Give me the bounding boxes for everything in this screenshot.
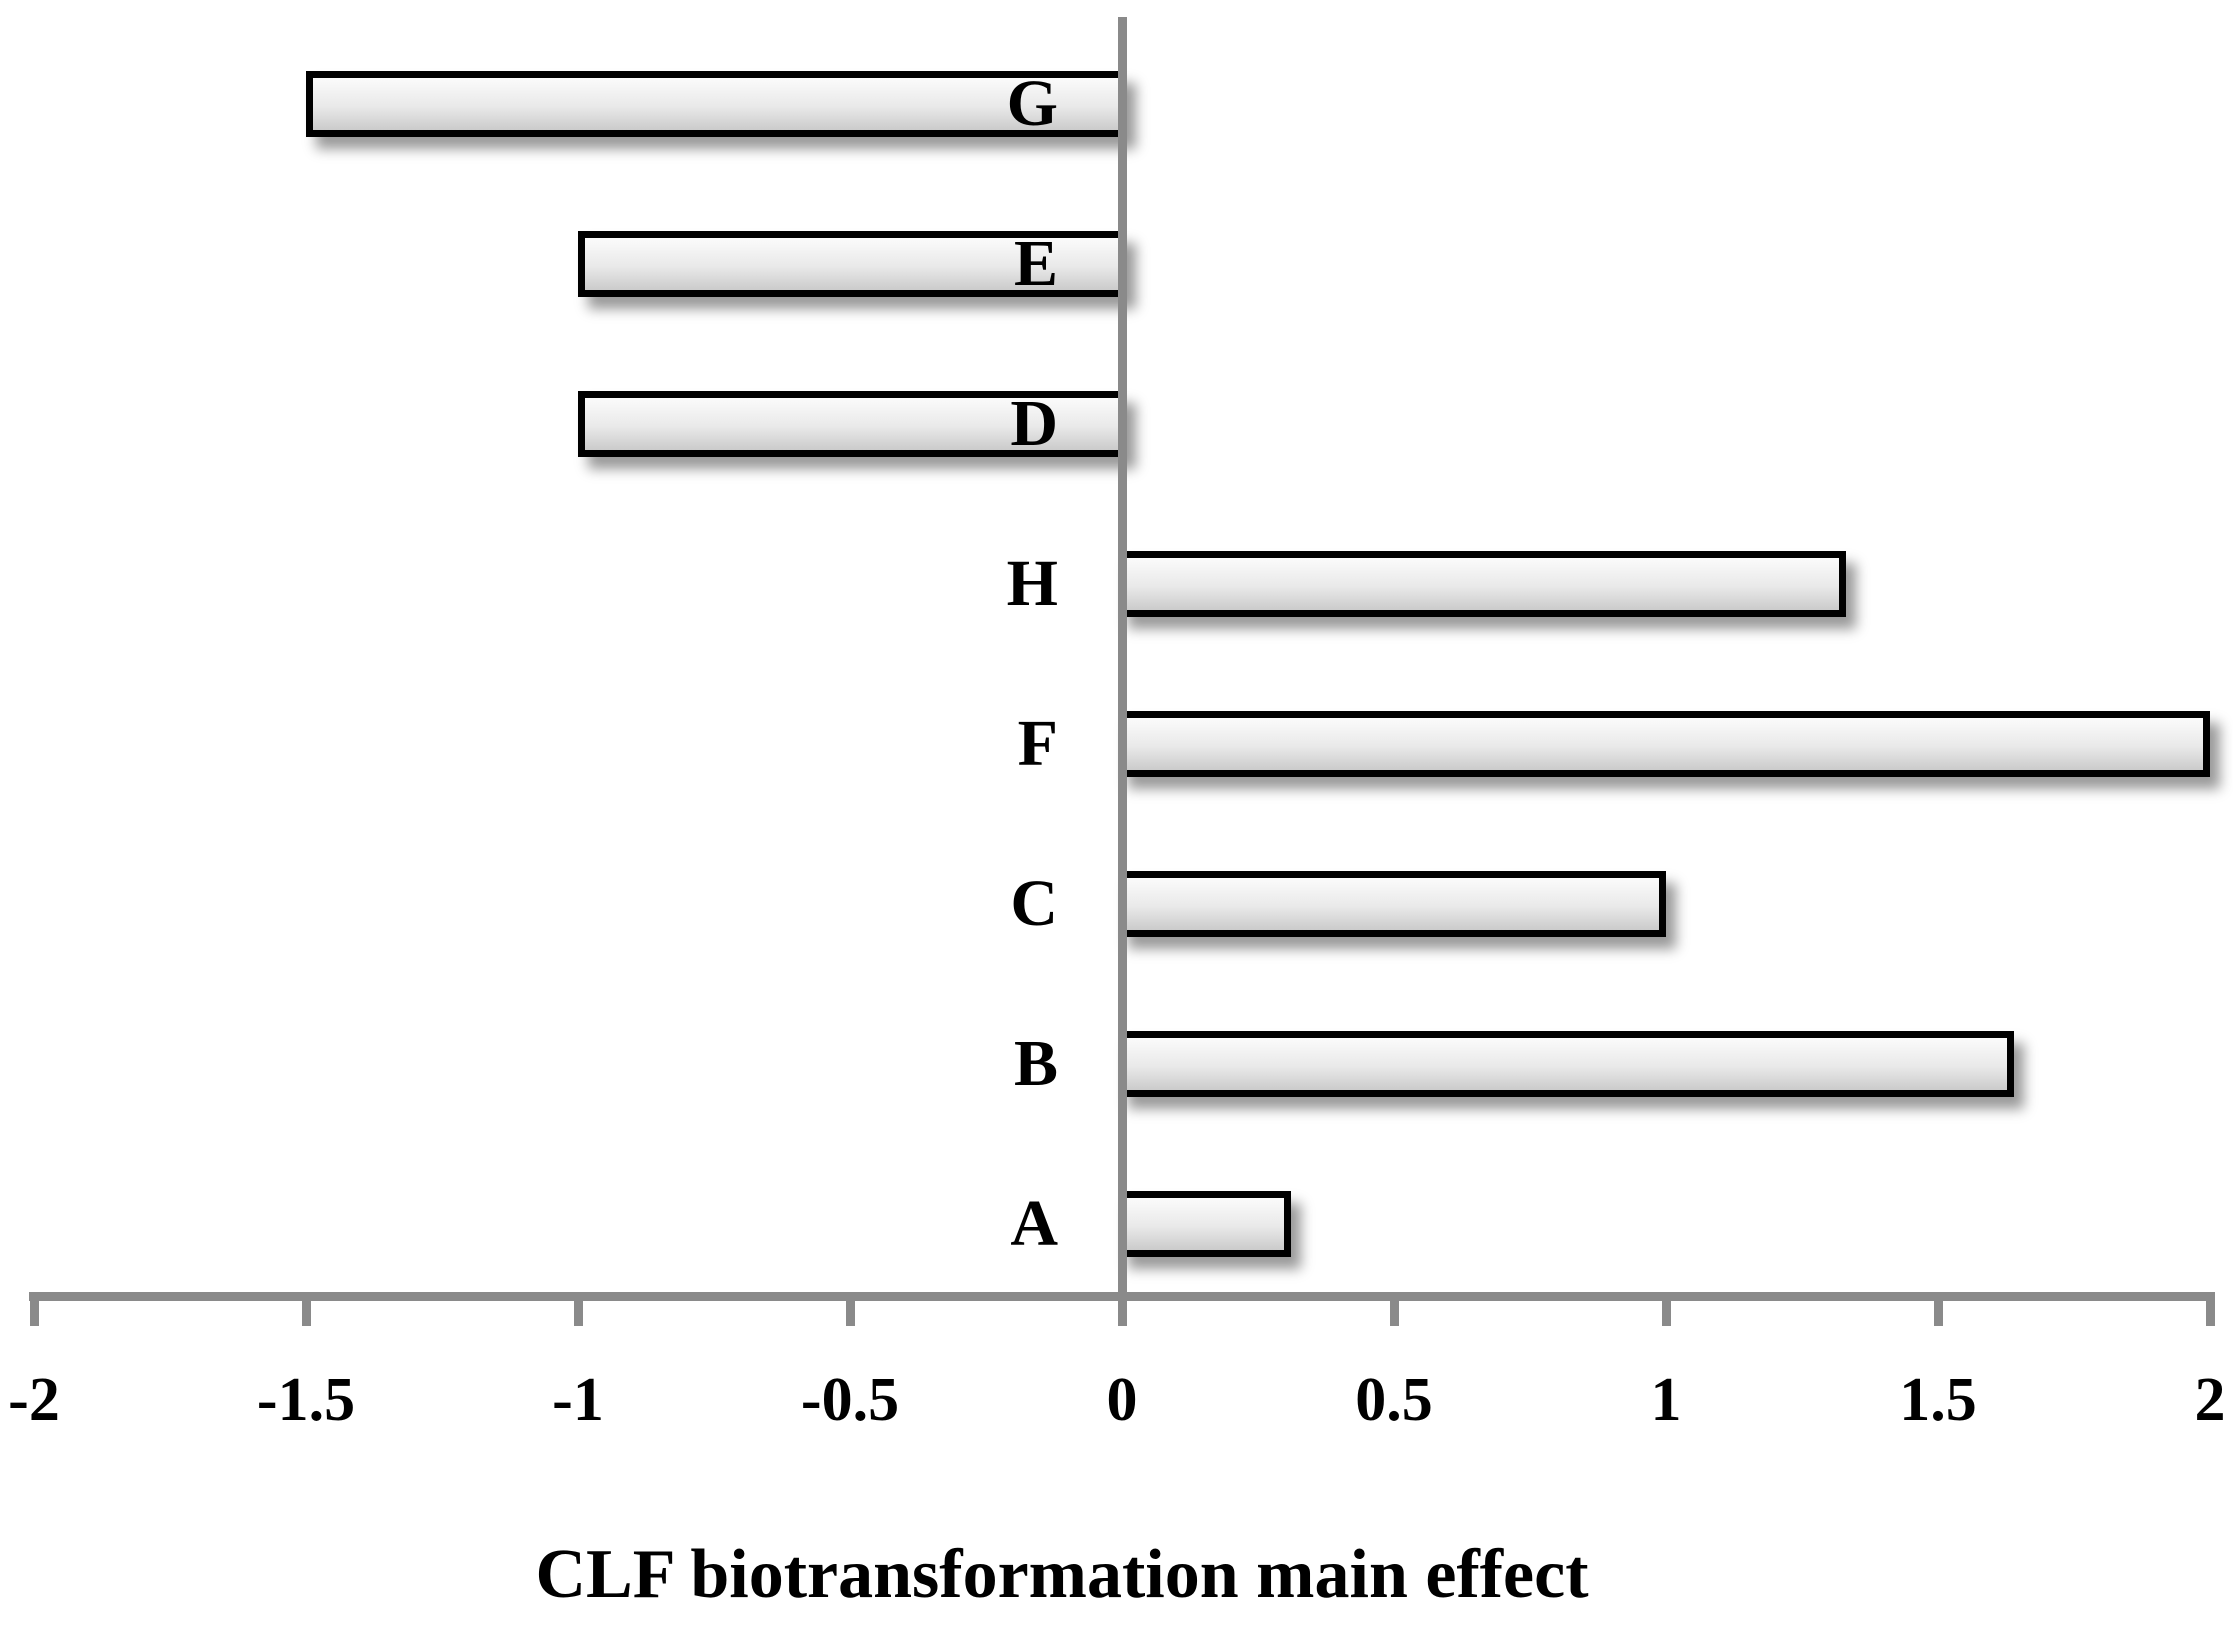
x-tick-mark xyxy=(2205,1292,2215,1326)
x-tick-label: -2 xyxy=(8,1366,60,1434)
x-tick-label: 1 xyxy=(1650,1366,1682,1434)
x-tick-label: -0.5 xyxy=(800,1366,900,1434)
bar-label-E: E xyxy=(1013,227,1058,300)
bar-label-A: A xyxy=(1010,1187,1058,1260)
x-tick-label: -1 xyxy=(552,1366,604,1434)
bar-label-H: H xyxy=(1006,547,1058,620)
bar-A xyxy=(1118,1191,1291,1257)
bar-label-D: D xyxy=(1010,387,1058,460)
x-tick-mark xyxy=(1117,1292,1127,1326)
x-tick-label: 1.5 xyxy=(1899,1366,1977,1434)
bar-label-F: F xyxy=(1017,707,1058,780)
x-tick-label: 2 xyxy=(2194,1366,2226,1434)
x-tick-mark xyxy=(1661,1292,1671,1326)
bar-F xyxy=(1118,711,2210,777)
x-tick-mark xyxy=(1933,1292,1943,1326)
bar-label-B: B xyxy=(1013,1027,1058,1100)
bar-H xyxy=(1118,551,1846,617)
bar-D xyxy=(578,391,1126,457)
bar-label-C: C xyxy=(1010,867,1058,940)
x-tick-label: 0 xyxy=(1106,1366,1138,1434)
bar-label-G: G xyxy=(1006,67,1058,140)
x-axis-title: CLF biotransformation main effect xyxy=(535,1536,1589,1613)
zero-baseline xyxy=(1118,17,1127,1301)
bar-B xyxy=(1118,1031,2015,1097)
x-tick-label: 0.5 xyxy=(1355,1366,1433,1434)
x-tick-mark xyxy=(29,1292,39,1326)
x-tick-mark xyxy=(573,1292,583,1326)
bar-G xyxy=(306,71,1126,137)
x-tick-mark xyxy=(1389,1292,1399,1326)
bar-C xyxy=(1118,871,1666,937)
bar-E xyxy=(578,231,1126,297)
x-tick-label: -1.5 xyxy=(256,1366,356,1434)
x-tick-mark xyxy=(845,1292,855,1326)
x-tick-mark xyxy=(301,1292,311,1326)
